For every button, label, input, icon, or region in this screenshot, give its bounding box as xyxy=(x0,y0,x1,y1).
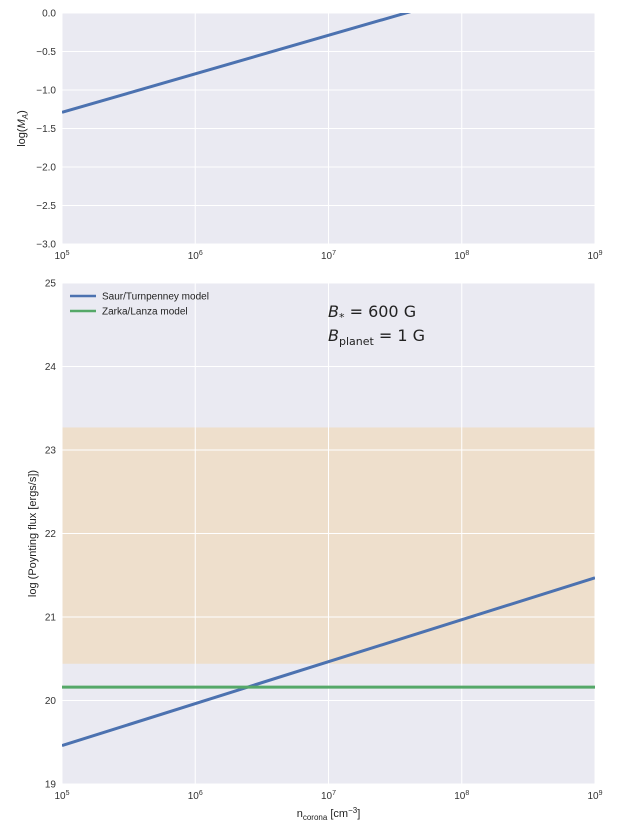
y-tick-label: 22 xyxy=(45,529,57,540)
y-tick-label: −1.0 xyxy=(36,86,56,97)
bottom-x-axis-label: ncorona [cm−3] xyxy=(297,806,361,822)
top-gridlines xyxy=(61,12,596,245)
series-line-saur xyxy=(62,576,595,748)
y-tick-label: 24 xyxy=(45,362,57,373)
top-y-axis-label: log(MA) xyxy=(16,110,30,147)
y-tick-label: 23 xyxy=(45,446,57,457)
y-tick-label: −2.0 xyxy=(36,163,56,174)
x-tick-label: 107 xyxy=(321,790,336,802)
y-tick-label: 20 xyxy=(45,696,57,707)
bottom-y-tick-labels: 19 20 21 22 23 24 25 xyxy=(45,279,57,791)
top-chart: 105 106 107 108 109 −3.0 −2.5 −2.0 −1.5 −1.0 −0.5… xyxy=(16,9,603,263)
x-tick-label: 105 xyxy=(54,250,69,262)
x-tick-label: 108 xyxy=(454,790,469,802)
x-tick-label: 109 xyxy=(587,790,602,802)
y-tick-label: −0.5 xyxy=(36,47,56,58)
y-tick-label: −3.0 xyxy=(36,240,56,251)
annotation-bstar: B* = 600 G xyxy=(328,302,416,324)
legend-label-zarka: Zarka/Lanza model xyxy=(102,307,188,318)
legend: Saur/Turnpenney model Zarka/Lanza model xyxy=(70,292,209,318)
x-tick-label: 108 xyxy=(454,250,469,262)
x-tick-label: 106 xyxy=(188,250,203,262)
bottom-x-tick-labels: 105 106 107 108 109 xyxy=(54,790,602,802)
top-series xyxy=(62,13,412,114)
bottom-chart: 105 106 107 108 109 19 20 21 22 23 24 25 Saur/Turn… xyxy=(27,279,603,823)
annotation-bplanet: Bplanet = 1 G xyxy=(328,326,425,348)
bottom-series xyxy=(62,576,595,748)
top-y-tick-labels: −3.0 −2.5 −2.0 −1.5 −1.0 −0.5 0.0 xyxy=(36,9,56,251)
y-tick-label: −2.5 xyxy=(36,201,56,212)
bottom-gridlines xyxy=(61,282,596,785)
x-tick-label: 109 xyxy=(587,250,602,262)
top-x-tick-labels: 105 106 107 108 109 xyxy=(54,250,602,262)
y-tick-label: 25 xyxy=(45,279,57,290)
x-tick-label: 106 xyxy=(188,790,203,802)
y-tick-label: 19 xyxy=(45,780,57,791)
y-tick-label: 0.0 xyxy=(42,9,56,20)
bottom-y-axis-label: log (Poynting flux [ergs/s]) xyxy=(27,470,39,597)
x-tick-label: 105 xyxy=(54,790,69,802)
legend-label-saur: Saur/Turnpenney model xyxy=(102,292,209,303)
y-tick-label: 21 xyxy=(45,613,57,624)
x-tick-label: 107 xyxy=(321,250,336,262)
y-tick-label: −1.5 xyxy=(36,124,56,135)
series-line xyxy=(62,13,412,114)
